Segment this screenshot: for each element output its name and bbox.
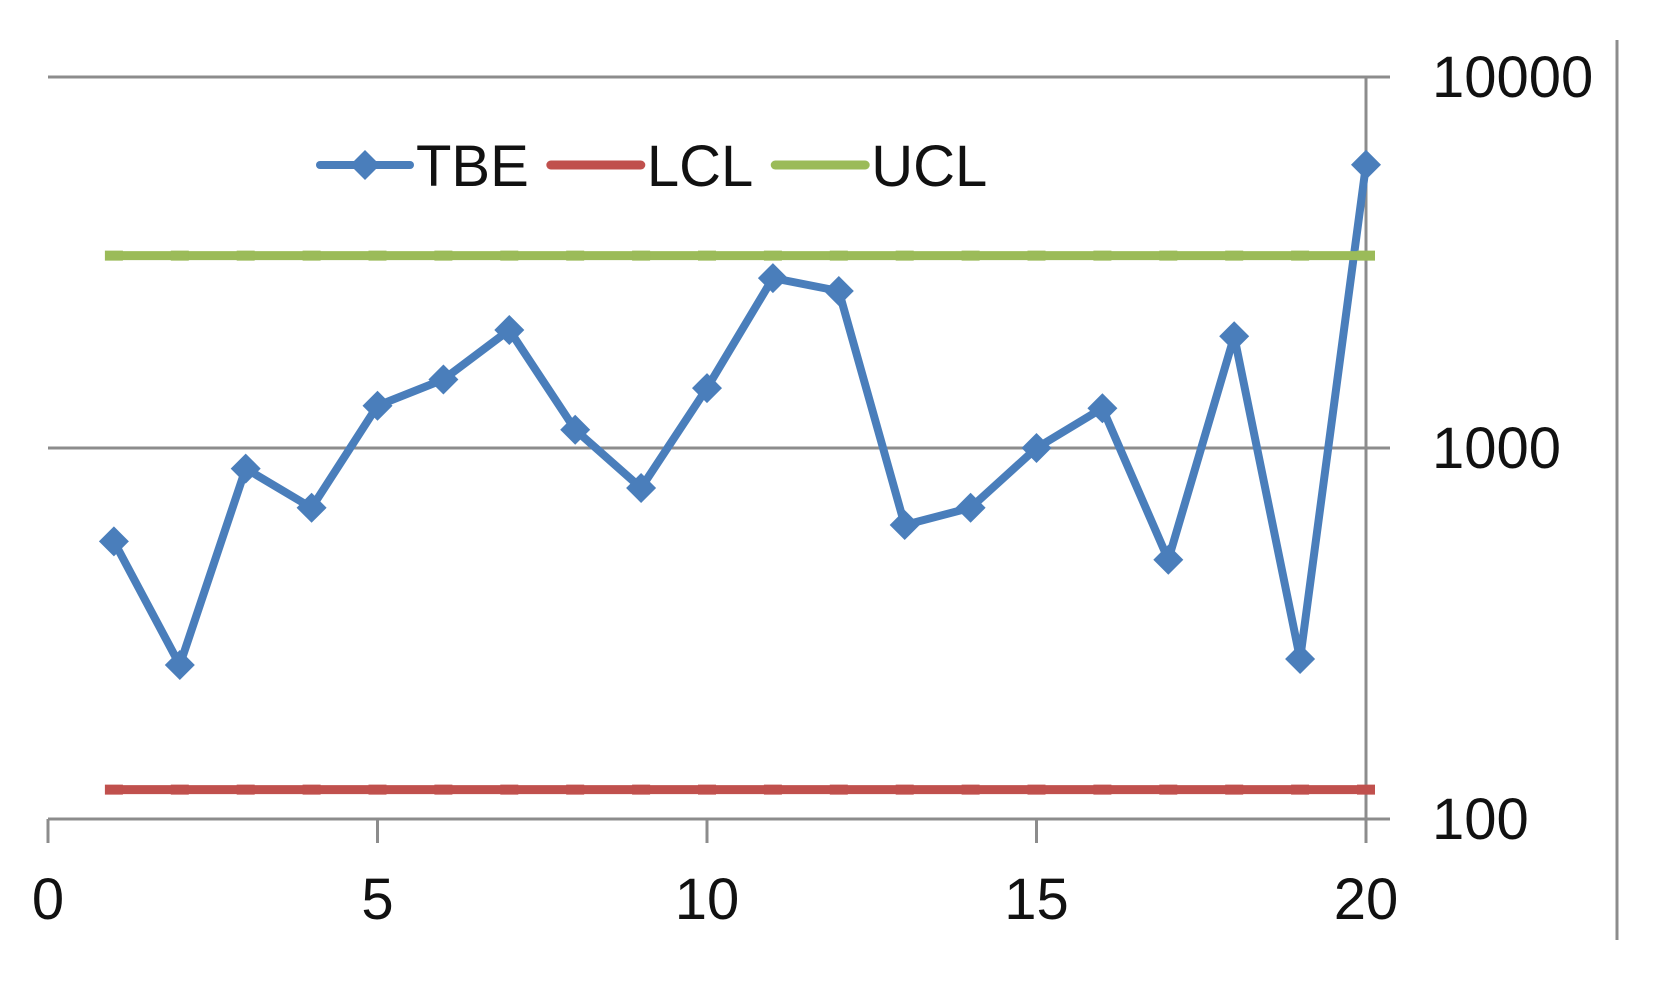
point-tbe-1: [99, 526, 129, 556]
grid-layer: [48, 77, 1390, 448]
legend-label-ucl: UCL: [871, 134, 987, 199]
point-tbe-18: [1219, 321, 1249, 351]
x-tick-label-10: 10: [675, 867, 740, 932]
legend-item-ucl: UCL: [775, 134, 987, 199]
legend-item-tbe: TBE: [320, 134, 529, 199]
series-layer: [99, 150, 1381, 790]
x-tick-label-0: 0: [32, 867, 64, 932]
series-tbe: [99, 150, 1381, 680]
x-tick-label-15: 15: [1004, 867, 1069, 932]
series-line-tbe: [114, 165, 1366, 665]
axes-layer: 0 5 10 15 20 100 1000 10000: [32, 40, 1617, 940]
legend-label-lcl: LCL: [647, 134, 753, 199]
y-tick-label-1000: 1000: [1432, 416, 1561, 481]
point-tbe-20: [1351, 150, 1381, 180]
legend-label-tbe: TBE: [416, 134, 529, 199]
point-tbe-19: [1285, 644, 1315, 674]
legend-marker-tbe: [350, 150, 380, 180]
legend-layer: TBE LCL UCL: [320, 134, 987, 199]
point-tbe-12: [824, 276, 854, 306]
x-tick-label-20: 20: [1334, 867, 1399, 932]
point-tbe-17: [1153, 545, 1183, 575]
legend-item-lcl: LCL: [551, 134, 753, 199]
y-tick-label-100: 100: [1432, 787, 1529, 852]
y-tick-label-10000: 10000: [1432, 45, 1593, 110]
point-tbe-2: [165, 650, 195, 680]
point-tbe-13: [890, 510, 920, 540]
x-tick-label-5: 5: [361, 867, 393, 932]
